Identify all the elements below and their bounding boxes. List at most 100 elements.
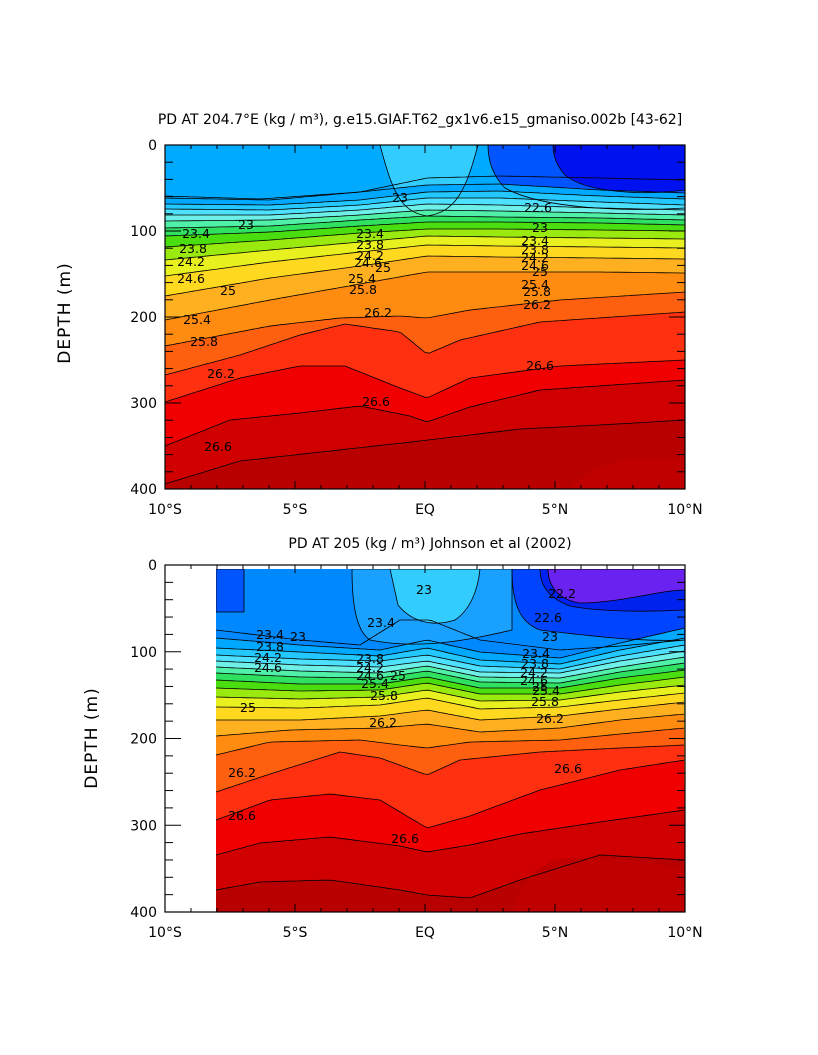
- contour-line: [351, 569, 513, 645]
- contour-line: [216, 684, 685, 702]
- contour-line: [216, 627, 685, 659]
- contour-line: [389, 569, 481, 624]
- x-tick-label: 10°S: [148, 502, 182, 518]
- x-tick-label: 10°S: [148, 925, 182, 941]
- contour-line: [165, 183, 685, 201]
- x-tick-label: 5°N: [542, 925, 568, 941]
- contour-line: [165, 215, 685, 229]
- contour-label: 23.8: [179, 241, 207, 256]
- contour-line: [165, 379, 685, 447]
- contour-label: 23.8: [521, 242, 549, 257]
- contour-line: [216, 569, 245, 613]
- axis-ticks: 10°S 5°S EQ 5°N 10°N 0 100 200 300 400: [130, 558, 702, 941]
- contour-label: 24.6: [254, 660, 282, 675]
- contour-label: 24.6: [354, 255, 382, 270]
- contour-label: 25.4: [521, 277, 549, 292]
- fill-band: [548, 569, 685, 603]
- contour-label: 26.6: [391, 831, 419, 846]
- contour-line: [165, 255, 685, 297]
- x-tick-label: 5°S: [283, 925, 308, 941]
- contour-label: 26.2: [536, 711, 564, 726]
- x-tick-label: 10°N: [667, 925, 702, 941]
- fill-band: [390, 569, 480, 624]
- contour-line: [511, 569, 685, 641]
- contour-label: 24.2: [520, 665, 548, 680]
- contour-label: 24.6: [177, 271, 205, 286]
- contour-line: [539, 569, 685, 612]
- contour-line: [216, 854, 685, 899]
- contour-label: 24.2: [254, 650, 282, 665]
- y-tick-label: 200: [130, 732, 157, 748]
- contour-line: [216, 669, 685, 689]
- contour-label: 25: [532, 679, 548, 694]
- contour-line: [165, 271, 685, 321]
- contour-label: 24.6: [520, 673, 548, 688]
- x-tick-label: EQ: [415, 925, 435, 941]
- x-tick-label: 10°N: [667, 502, 702, 518]
- contour-line: [216, 656, 685, 679]
- fill-band: [512, 858, 685, 912]
- contour-label: 23.8: [356, 651, 384, 666]
- contour-line: [165, 228, 685, 248]
- contour-label: 26.6: [228, 808, 256, 823]
- contour-line: [216, 676, 685, 695]
- contour-label: 25.8: [190, 334, 218, 349]
- y-axis-label: DEPTH (m): [55, 262, 75, 363]
- contour-label: 25.4: [348, 271, 376, 286]
- chart-title: PD AT 205 (kg / m³) Johnson et al (2002): [288, 536, 571, 552]
- contour-label: 26.2: [207, 366, 235, 381]
- contour-line: [165, 311, 685, 376]
- x-tick-label: EQ: [415, 502, 435, 518]
- contour-label: 23.4: [367, 615, 395, 630]
- contour-label: 23: [542, 629, 558, 644]
- contour-line: [487, 145, 685, 210]
- contour-label: 23: [532, 220, 548, 235]
- contour-labels: 2323.423.824.224.62526.226.62323.423.824…: [228, 582, 582, 846]
- contour-label: 26.2: [523, 297, 551, 312]
- contour-label: 23.8: [356, 237, 384, 252]
- contour-label: 23: [416, 582, 432, 597]
- contour-label: 23.4: [182, 226, 210, 241]
- contour-line: [552, 145, 685, 193]
- fill-band: [216, 569, 244, 612]
- contour-label: 24.2: [521, 250, 549, 265]
- contour-label: 26.2: [369, 715, 397, 730]
- y-tick-label: 0: [148, 138, 157, 154]
- contour-label: 24.2: [356, 660, 384, 675]
- contour-label: 25.4: [361, 676, 389, 691]
- contour-line: [216, 692, 685, 710]
- chart-title: PD AT 204.7°E (kg / m³), g.e15.GIAF.T62_…: [158, 112, 682, 128]
- density-fill: [216, 569, 685, 912]
- x-tick-label: 5°S: [283, 502, 308, 518]
- y-tick-label: 400: [130, 905, 157, 921]
- contour-label: 22.6: [534, 610, 562, 625]
- contour-line: [547, 569, 685, 604]
- contour-line: [216, 637, 685, 665]
- x-tick-label: 5°N: [542, 502, 568, 518]
- contour-line: [216, 650, 685, 674]
- contour-label: 26.2: [228, 765, 256, 780]
- contour-labels: 2323.423.824.224.62525.425.826.226.62323…: [177, 190, 554, 454]
- contour-line: [216, 701, 685, 721]
- contour-label: 26.6: [204, 439, 232, 454]
- contour-line: [216, 727, 685, 756]
- contour-line: [165, 221, 685, 237]
- contour-label: 24.2: [177, 254, 205, 269]
- contour-label: 24.2: [356, 248, 384, 263]
- contour-lines: [165, 145, 685, 485]
- contour-label: 24.6: [521, 258, 549, 273]
- contour-label: 26.6: [362, 394, 390, 409]
- contour-line: [165, 197, 685, 211]
- contour-label: 23: [238, 217, 254, 232]
- contour-line: [165, 235, 685, 261]
- contour-label: 23: [392, 190, 408, 205]
- contour-label: 25.8: [531, 694, 559, 709]
- contour-line: [216, 644, 685, 670]
- contour-line: [165, 419, 685, 485]
- contour-label: 25.8: [523, 284, 551, 299]
- contour-label: 25: [220, 283, 236, 298]
- contour-line: [165, 175, 685, 200]
- contour-label: 25.4: [532, 683, 560, 698]
- contour-label: 25.8: [349, 282, 377, 297]
